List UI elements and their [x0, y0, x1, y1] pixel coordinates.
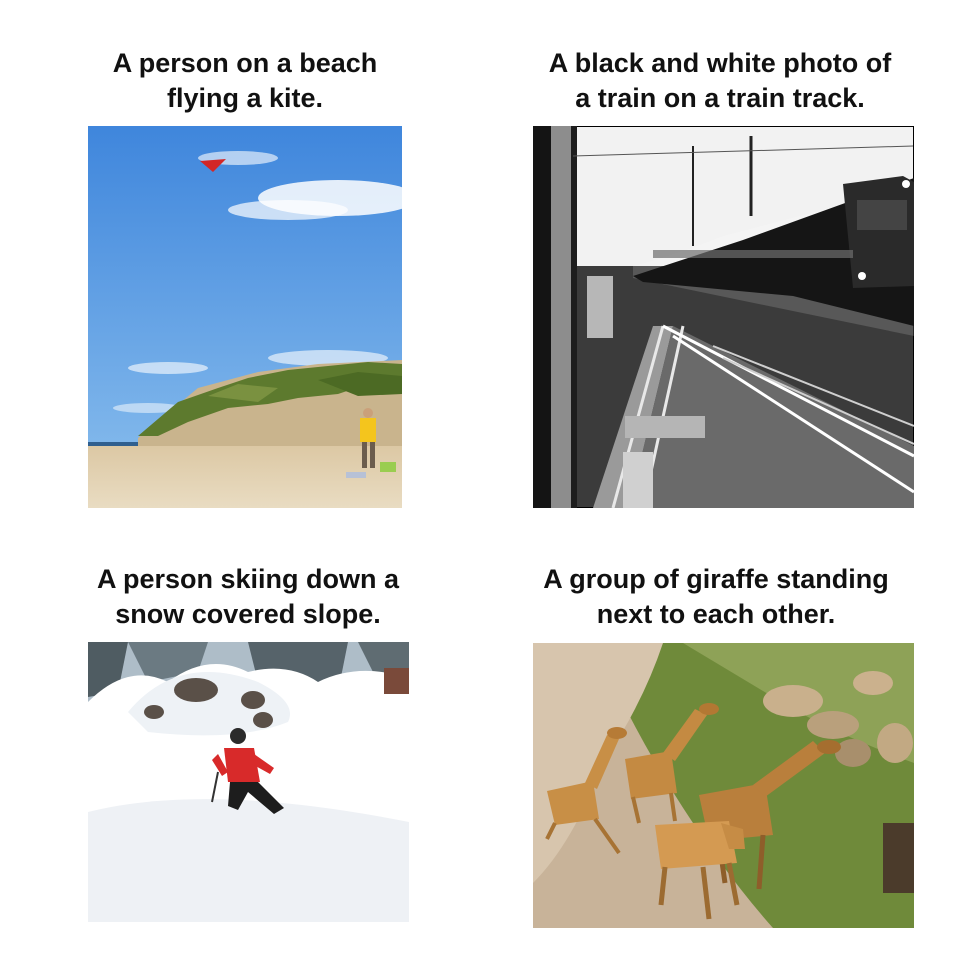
caption-line-1: A black and white photo of	[548, 48, 892, 78]
photo-train	[533, 126, 914, 508]
caption-line-1: A person skiing down a	[96, 564, 400, 594]
caption-line-2: flying a kite.	[166, 83, 324, 113]
giraffe-2	[625, 703, 719, 824]
caption-beach-kite: A person on a beach flying a kite.	[45, 46, 445, 116]
giraffe-1	[545, 727, 627, 855]
caption-line-1: A group of giraffe standing	[543, 564, 889, 594]
photo-giraffes	[533, 643, 914, 928]
caption-train: A black and white photo of a train on a …	[520, 46, 920, 116]
caption-giraffes: A group of giraffe standing next to each…	[516, 562, 916, 632]
kite-icon	[200, 159, 226, 172]
caption-skier: A person skiing down a snow covered slop…	[48, 562, 448, 632]
photo-beach-kite	[88, 126, 402, 508]
photo-skier	[88, 642, 409, 922]
caption-line-1: A person on a beach	[112, 48, 378, 78]
caption-line-2: a train on a train track.	[575, 83, 865, 113]
caption-line-2: snow covered slope.	[115, 599, 381, 629]
caption-line-2: next to each other.	[596, 599, 836, 629]
giraffe-4	[655, 821, 745, 920]
skier-figure	[211, 728, 284, 814]
